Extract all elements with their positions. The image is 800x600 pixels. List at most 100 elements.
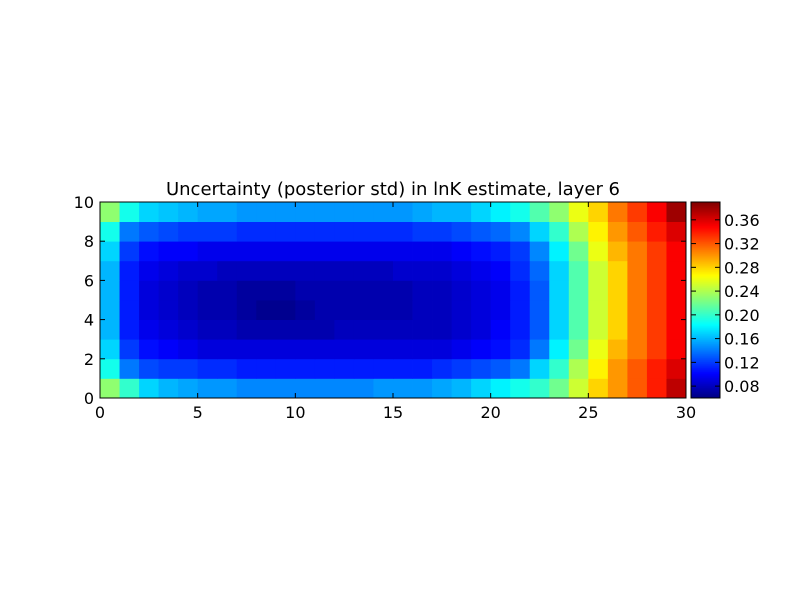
heatmap-cells bbox=[100, 202, 687, 399]
heatmap-cell bbox=[256, 339, 277, 360]
colorbar-segment bbox=[691, 386, 720, 389]
heatmap-cell bbox=[646, 202, 667, 222]
heatmap-cell bbox=[236, 241, 257, 262]
heatmap-cell bbox=[471, 241, 492, 262]
heatmap-cell bbox=[549, 280, 570, 301]
heatmap-cell bbox=[334, 241, 355, 262]
heatmap-cell bbox=[607, 378, 628, 399]
heatmap-cell bbox=[100, 221, 120, 242]
colorbar-segment bbox=[691, 324, 720, 327]
colorbar-segment bbox=[691, 376, 720, 379]
heatmap-cell bbox=[412, 260, 433, 281]
heatmap-cell bbox=[451, 221, 472, 242]
heatmap-cell bbox=[588, 339, 609, 360]
heatmap-cell bbox=[432, 221, 452, 242]
heatmap-cell bbox=[158, 378, 179, 399]
colorbar-segment bbox=[691, 302, 720, 305]
heatmap-cell bbox=[510, 339, 531, 360]
heatmap-cell bbox=[666, 358, 687, 379]
heatmap-cell bbox=[353, 280, 374, 301]
heatmap-cell bbox=[275, 358, 296, 379]
heatmap-cell bbox=[471, 202, 492, 222]
heatmap-cell bbox=[451, 260, 472, 281]
colorbar-segment bbox=[691, 358, 720, 361]
heatmap-cell bbox=[529, 221, 550, 242]
heatmap-cell bbox=[100, 358, 120, 379]
heatmap-cell bbox=[471, 300, 492, 320]
colorbar-segment bbox=[691, 212, 720, 215]
heatmap-cell bbox=[412, 280, 433, 301]
heatmap-cell bbox=[217, 241, 238, 262]
heatmap-cell bbox=[549, 319, 570, 340]
heatmap-cell bbox=[314, 221, 335, 242]
heatmap-cell bbox=[412, 358, 433, 379]
heatmap-cell bbox=[217, 221, 238, 242]
heatmap-cell bbox=[197, 221, 218, 242]
heatmap-cell bbox=[588, 358, 609, 379]
heatmap-cell bbox=[178, 260, 199, 281]
y-tick-label: 2 bbox=[84, 350, 94, 369]
heatmap-cell bbox=[314, 319, 335, 340]
heatmap-cell bbox=[568, 339, 589, 360]
colorbar-segment bbox=[691, 348, 720, 351]
heatmap-cell bbox=[393, 300, 413, 320]
colorbar-segment bbox=[691, 384, 720, 387]
heatmap-cell bbox=[490, 358, 511, 379]
colorbar-segment bbox=[691, 378, 720, 381]
heatmap-cell bbox=[568, 300, 589, 320]
heatmap-cell bbox=[295, 358, 316, 379]
x-tick-label: 5 bbox=[193, 403, 203, 422]
heatmap-cell bbox=[529, 378, 550, 399]
heatmap-cell bbox=[100, 260, 120, 281]
heatmap-cell bbox=[217, 358, 238, 379]
colorbar-segment bbox=[691, 274, 720, 277]
heatmap-cell bbox=[139, 241, 159, 262]
heatmap-cell bbox=[568, 280, 589, 301]
heatmap-cell bbox=[451, 241, 472, 262]
heatmap-cell bbox=[471, 319, 492, 340]
heatmap-cell bbox=[139, 280, 159, 301]
heatmap-cell bbox=[510, 241, 531, 262]
heatmap-cell bbox=[588, 300, 609, 320]
colorbar-segment bbox=[691, 322, 720, 325]
heatmap-cell bbox=[646, 319, 667, 340]
colorbar-segment bbox=[691, 346, 720, 349]
heatmap-cell bbox=[275, 300, 296, 320]
heatmap-cell bbox=[100, 202, 120, 222]
heatmap-cell bbox=[256, 319, 277, 340]
heatmap-cell bbox=[295, 280, 316, 301]
heatmap-cell bbox=[451, 358, 472, 379]
heatmap-cell bbox=[412, 221, 433, 242]
colorbar-segment bbox=[691, 336, 720, 339]
x-tick-label: 20 bbox=[480, 403, 500, 422]
heatmap-cell bbox=[510, 221, 531, 242]
heatmap-cell bbox=[588, 378, 609, 399]
heatmap-cell bbox=[607, 319, 628, 340]
heatmap-cell bbox=[549, 358, 570, 379]
heatmap-cell bbox=[607, 300, 628, 320]
heatmap-cell bbox=[646, 260, 667, 281]
heatmap-cell bbox=[100, 339, 120, 360]
heatmap-cell bbox=[510, 319, 531, 340]
colorbar-segment bbox=[691, 342, 720, 345]
heatmap-cell bbox=[236, 358, 257, 379]
heatmap-cell bbox=[353, 339, 374, 360]
colorbar-tick-label: 0.12 bbox=[724, 353, 760, 372]
colorbar-segment bbox=[691, 264, 720, 267]
heatmap-cell bbox=[471, 378, 492, 399]
heatmap-cell bbox=[334, 221, 355, 242]
heatmap-cell bbox=[314, 241, 335, 262]
heatmap-cell bbox=[646, 339, 667, 360]
heatmap-cell bbox=[393, 280, 413, 301]
heatmap-cell bbox=[549, 339, 570, 360]
colorbar-tick-label: 0.16 bbox=[724, 330, 760, 349]
heatmap-cell bbox=[510, 202, 531, 222]
heatmap-cell bbox=[314, 339, 335, 360]
heatmap-cell bbox=[529, 358, 550, 379]
heatmap-cell bbox=[314, 280, 335, 301]
heatmap-cell bbox=[607, 241, 628, 262]
colorbar-segment bbox=[691, 340, 720, 343]
heatmap-cell bbox=[119, 378, 140, 399]
heatmap-cell bbox=[471, 260, 492, 281]
colorbar-segment bbox=[691, 380, 720, 383]
